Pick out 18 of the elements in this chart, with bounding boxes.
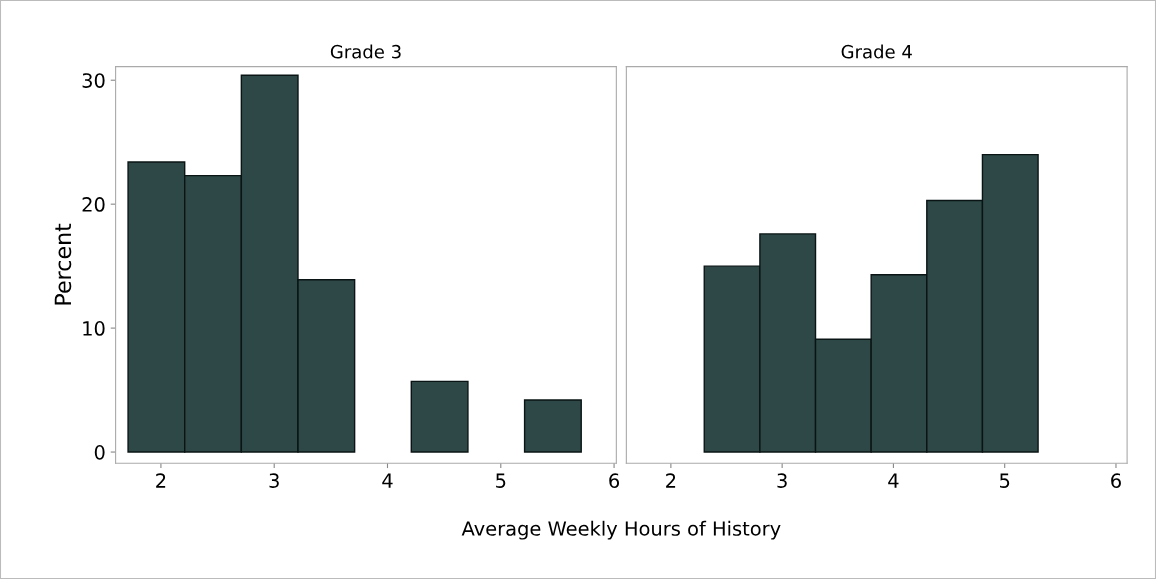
x-tick-label: 4 [888, 473, 899, 488]
y-tick-label: 10 [83, 321, 105, 336]
x-tick-label: 2 [156, 473, 166, 488]
x-tick-label: 6 [609, 473, 620, 488]
chart-title: Grade 3 [330, 44, 401, 59]
x-tick-label: 2 [666, 473, 676, 488]
y-tick-label: 0 [94, 445, 105, 460]
y-tick-label: 30 [82, 73, 105, 88]
x-tick-label: 5 [496, 473, 506, 488]
y-tick-label: 20 [82, 197, 105, 212]
x-tick-label: 6 [1111, 473, 1121, 488]
y-axis-title: Percent [54, 223, 72, 305]
x-tick-label: 3 [269, 473, 279, 488]
x-tick-label: 4 [382, 473, 393, 488]
x-tick-label: 5 [1000, 473, 1010, 488]
x-tick-label: 3 [777, 473, 787, 488]
chart-title: Grade 4 [841, 44, 912, 59]
x-axis-title: Average Weekly Hours of History [461, 520, 781, 540]
